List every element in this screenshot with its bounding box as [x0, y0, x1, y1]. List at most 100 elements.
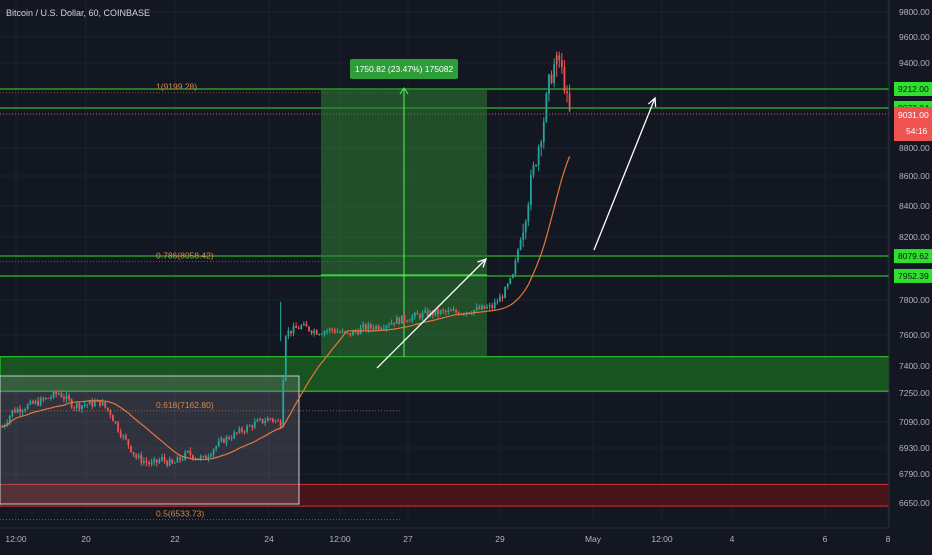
candle-189 — [488, 302, 491, 311]
candle-body-170 — [439, 310, 442, 314]
candle-14 — [37, 397, 40, 407]
y-tick-label-0: 9800.00 — [899, 7, 930, 17]
last-price-tag-text: 9031.00 — [898, 110, 929, 120]
candle-body-20 — [52, 391, 55, 398]
candle-body-34 — [88, 400, 91, 405]
candle-body-162 — [419, 314, 421, 319]
candle-137 — [354, 329, 357, 334]
y-tick-label-7: 7800.00 — [899, 295, 930, 305]
candle-body-207 — [535, 165, 537, 167]
candle-29 — [75, 402, 78, 412]
candle-204 — [527, 201, 530, 227]
candle-53 — [137, 453, 140, 460]
candle-body-78 — [202, 455, 205, 457]
candle-body-19 — [50, 397, 52, 399]
candle-body-15 — [39, 398, 42, 406]
candle-body-103 — [266, 418, 269, 422]
candle-body-157 — [406, 320, 408, 322]
level-tag-text-3: 7952.39 — [898, 271, 929, 281]
candle-body-10 — [26, 404, 29, 410]
candle-body-46 — [119, 431, 122, 437]
candle-body-44 — [114, 421, 117, 423]
candle-body-98 — [253, 421, 256, 428]
candle-body-200 — [517, 249, 519, 261]
candle-97 — [251, 424, 254, 431]
candle-197 — [509, 277, 512, 285]
candle-body-32 — [83, 404, 86, 406]
candle-110 — [284, 335, 287, 382]
candle-36 — [93, 398, 96, 408]
candle-112 — [290, 330, 292, 337]
candle-168 — [434, 309, 437, 317]
candle-58 — [150, 458, 153, 467]
candle-165 — [426, 307, 429, 318]
candle-78 — [202, 455, 205, 458]
candle-161 — [416, 310, 419, 315]
candle-body-197 — [509, 278, 512, 284]
countdown-text: 54:16 — [906, 126, 928, 136]
candle-6 — [16, 406, 19, 414]
candle-body-125 — [323, 331, 326, 334]
fib-label-3: 0.5(6533.73) — [156, 509, 204, 519]
fib-label-1: 0.786(8058.42) — [156, 250, 214, 260]
candle-body-130 — [336, 331, 339, 333]
y-tick-label-14: 6650.00 — [899, 498, 930, 508]
candle-46 — [119, 428, 122, 439]
candle-196 — [506, 282, 509, 290]
candle-49 — [127, 439, 130, 450]
candle-body-211 — [545, 93, 548, 122]
measure-label-box — [350, 59, 458, 79]
candle-body-63 — [163, 457, 166, 461]
candle-88 — [228, 435, 230, 440]
candle-body-84 — [217, 441, 220, 447]
candle-body-167 — [431, 311, 434, 316]
candle-body-202 — [522, 232, 525, 240]
candle-body-135 — [349, 333, 352, 336]
price-axis[interactable]: 9800.00 9600.00 9400.00 8800.00 8600.00 8400.… — [888, 0, 932, 530]
candle-body-83 — [215, 446, 218, 450]
candle-64 — [166, 459, 169, 468]
candle-202 — [522, 223, 525, 248]
candle-106 — [274, 419, 277, 424]
candle-body-117 — [302, 323, 305, 326]
candle-115 — [297, 325, 300, 330]
candle-body-126 — [326, 330, 328, 332]
candle-body-181 — [468, 312, 470, 314]
candle-body-23 — [60, 393, 63, 398]
candle-body-149 — [385, 325, 388, 329]
candle-214 — [553, 58, 556, 88]
x-tick-label-4: 12:00 — [329, 534, 351, 544]
candle-174 — [450, 308, 452, 312]
candle-body-107 — [277, 420, 279, 422]
candle-8 — [21, 408, 24, 416]
candle-body-80 — [207, 456, 210, 459]
candle-81 — [210, 452, 212, 458]
candle-body-92 — [238, 428, 241, 433]
candle-body-31 — [81, 405, 83, 410]
candle-body-137 — [354, 330, 357, 332]
candle-159 — [411, 313, 414, 324]
candle-body-111 — [287, 330, 290, 337]
candle-body-133 — [344, 331, 347, 333]
candle-body-112 — [290, 330, 292, 334]
candle-47 — [122, 434, 125, 441]
candle-body-148 — [382, 328, 385, 330]
candle-body-203 — [524, 221, 527, 233]
candle-146 — [377, 324, 380, 331]
candle-124 — [321, 332, 323, 335]
candle-0 — [1, 424, 3, 428]
candle-body-159 — [411, 316, 414, 321]
time-axis[interactable]: 12:00 20 22 24 12:00 27 29 May 12:00 4 6 8 — [0, 527, 932, 550]
candle-27 — [70, 398, 73, 409]
candle-body-9 — [24, 409, 27, 411]
candle-body-128 — [331, 328, 334, 331]
candle-body-114 — [295, 325, 298, 329]
candle-body-66 — [171, 459, 174, 464]
candle-83 — [215, 445, 218, 452]
candle-95 — [246, 424, 248, 434]
candle-7 — [19, 405, 21, 416]
candle-33 — [86, 403, 89, 408]
candle-212 — [548, 73, 550, 102]
